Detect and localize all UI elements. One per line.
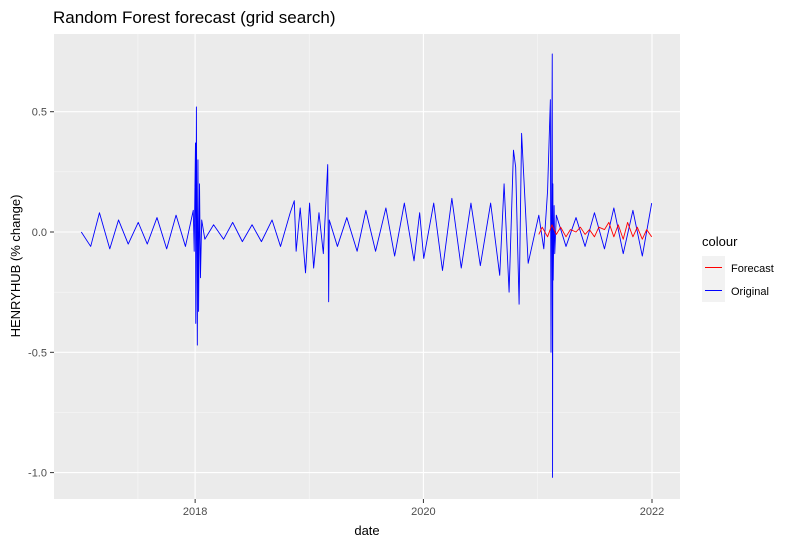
y-tick-label: 0.0	[32, 227, 47, 239]
grid-major	[54, 34, 680, 499]
legend-entries: Forecast Original	[702, 256, 774, 302]
y-axis-label: HENRYHUB (% change)	[8, 195, 23, 338]
chart-title: Random Forest forecast (grid search)	[53, 8, 336, 27]
legend: colour Forecast Original	[702, 234, 774, 302]
series-line-forecast	[538, 221, 653, 240]
x-tick-label: 2018	[183, 506, 207, 518]
y-tick-label: 0.5	[32, 107, 47, 119]
legend-title: colour	[702, 234, 738, 249]
legend-label-original: Original	[731, 286, 769, 298]
series-layer	[80, 53, 653, 478]
y-tick-label: -1.0	[28, 468, 47, 480]
y-tick-label: -0.5	[28, 347, 47, 359]
plot-panel	[54, 34, 680, 499]
x-axis-label: date	[354, 523, 379, 538]
axis-ticks: 0.5 0.0 -0.5 -1.0 2018 2020 2022	[28, 107, 664, 518]
legend-label-forecast: Forecast	[731, 263, 774, 275]
x-tick-label: 2020	[411, 506, 435, 518]
x-tick-label: 2022	[640, 506, 664, 518]
series-line-original	[80, 53, 653, 478]
